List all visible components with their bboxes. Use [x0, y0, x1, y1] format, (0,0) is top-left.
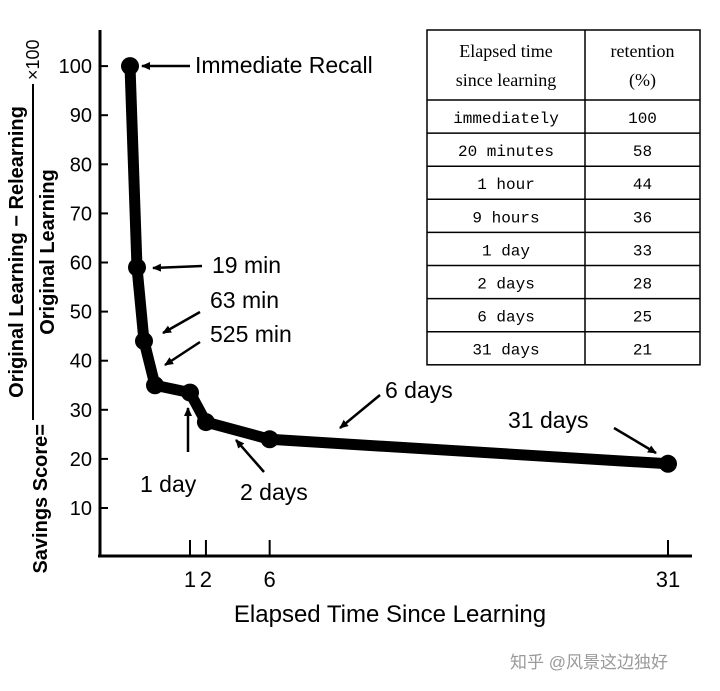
table-header-cell: since learning	[456, 70, 556, 90]
table-cell: 1 day	[482, 242, 530, 260]
annotation-63-min: 63 min	[210, 287, 279, 313]
arrow-6-days	[339, 394, 381, 429]
x-tick-label: 2	[200, 567, 212, 592]
table-cell: 31 days	[472, 342, 539, 360]
axes	[98, 30, 692, 558]
y-tick-label: 20	[70, 449, 92, 471]
table-cell: 58	[633, 143, 652, 161]
annotation-2-days: 2 days	[240, 479, 308, 505]
y-tick-label: 40	[70, 351, 92, 373]
table-cell: immediately	[453, 110, 559, 128]
table-cell: 25	[633, 309, 652, 327]
y-axis-label-numerator: Original Learning − Relearning	[6, 106, 28, 398]
arrow-2-days	[235, 439, 265, 473]
table-cell: 20 minutes	[458, 143, 554, 161]
y-tick-label: 70	[70, 203, 92, 225]
retention-table: Elapsed time since learning retention (%) im…	[426, 29, 701, 366]
y-tick-label: 60	[70, 253, 92, 275]
y-tick-label: 50	[70, 302, 92, 324]
watermark: 知乎 @风景这边独好	[510, 653, 668, 672]
table-cell: 21	[633, 342, 652, 360]
annotation-6-days: 6 days	[385, 377, 453, 403]
data-point	[146, 376, 164, 395]
annotations: Immediate Recall 19 min 63 min 525 min 1…	[140, 52, 657, 505]
x-tick-label: 31	[656, 567, 680, 592]
table-cell: 6 days	[477, 309, 535, 327]
table-cell: 33	[633, 242, 652, 260]
annotation-31-days: 31 days	[508, 407, 589, 433]
data-point	[135, 332, 153, 351]
arrow-31-days	[613, 426, 657, 455]
annotation-525-min: 525 min	[210, 321, 292, 347]
table-cell: 44	[633, 176, 652, 194]
y-axis-label-denominator: Original Learning	[37, 169, 59, 335]
x-tick-label: 6	[264, 567, 276, 592]
arrow-19-min	[152, 263, 203, 272]
data-point	[196, 413, 215, 432]
annotation-19-min: 19 min	[212, 252, 281, 278]
table-cell: 1 hour	[477, 176, 535, 194]
arrow-63-min	[162, 310, 201, 335]
table-border	[426, 29, 701, 366]
arrow-525-min	[164, 340, 201, 367]
annotation-1-day: 1 day	[140, 471, 197, 497]
y-tick-label: 10	[70, 498, 92, 520]
y-tick-label: 100	[59, 56, 92, 78]
table-header-cell: (%)	[629, 70, 656, 91]
x-tick-label: 1	[184, 567, 196, 592]
y-tick-label: 30	[70, 400, 92, 422]
x-axis-label: Elapsed Time Since Learning	[234, 601, 546, 628]
y-axis-label-suffix: ×100	[23, 39, 43, 80]
x-ticks: 1 2 6 31	[184, 540, 680, 592]
data-point	[128, 258, 146, 277]
series-points	[121, 57, 677, 473]
data-point	[181, 383, 199, 402]
table-cell: 28	[633, 276, 652, 294]
y-axis-label-prefix: Savings Score=	[30, 424, 52, 574]
annotation-immediate-recall: Immediate Recall	[195, 52, 373, 78]
y-tick-label: 80	[70, 154, 92, 176]
y-axis-label: Savings Score= Original Learning − Relea…	[6, 39, 59, 573]
y-ticks: 10 20 30 40 50 60 70 80 90 100	[59, 56, 108, 520]
data-point	[260, 430, 279, 449]
series-line	[124, 60, 674, 470]
table-header-cell: retention	[611, 41, 675, 61]
table-cell: 9 hours	[472, 209, 539, 227]
data-point	[121, 57, 139, 76]
data-point	[659, 454, 677, 473]
table-cell: 2 days	[477, 276, 535, 294]
table-header-cell: Elapsed time	[459, 41, 552, 61]
y-tick-label: 90	[70, 105, 92, 127]
table-cell: 36	[633, 209, 652, 227]
table-cell: 100	[628, 110, 657, 128]
